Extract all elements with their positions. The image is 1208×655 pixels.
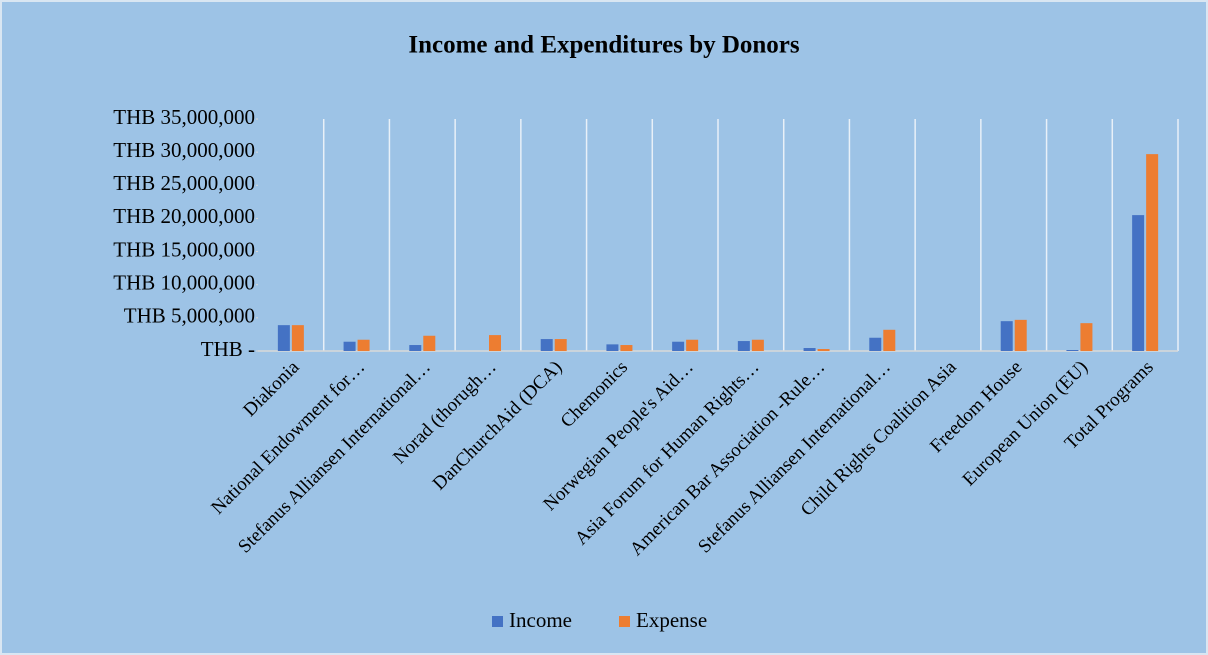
bar [343,341,356,351]
legend-label: Expense [636,608,707,632]
y-tick-label: THB 35,000,000 [113,105,255,129]
y-tick-label: THB 30,000,000 [113,138,255,162]
bar [423,335,436,351]
bar [620,345,633,351]
bar [751,339,764,351]
y-tick-label: THB 10,000,000 [113,271,255,295]
y-tick-label: THB 15,000,000 [113,237,255,261]
y-tick-label: THB 25,000,000 [113,171,255,195]
bar [409,345,422,351]
bar [540,339,553,351]
bar [554,339,567,351]
bar [1080,323,1093,351]
bar [1066,350,1079,351]
y-tick-label: THB 5,000,000 [124,304,255,328]
bar [1014,319,1027,351]
bar [1146,154,1159,351]
bar [869,337,882,351]
bar [883,329,896,351]
legend-swatch [492,616,503,627]
bar [1000,321,1013,351]
chart-title: Income and Expenditures by Donors [408,32,800,59]
bar [606,344,619,351]
y-tick-label: THB - [201,337,255,361]
bar [277,325,290,351]
bar [672,341,685,351]
legend-swatch [619,616,630,627]
y-tick-label: THB 20,000,000 [113,204,255,228]
bar [357,339,370,351]
bar [803,348,816,351]
bar [489,335,501,351]
bar [737,341,750,351]
bar [686,339,699,351]
bar [817,349,830,351]
bar [1132,215,1145,351]
bar [291,325,304,351]
legend-label: Income [509,608,572,632]
